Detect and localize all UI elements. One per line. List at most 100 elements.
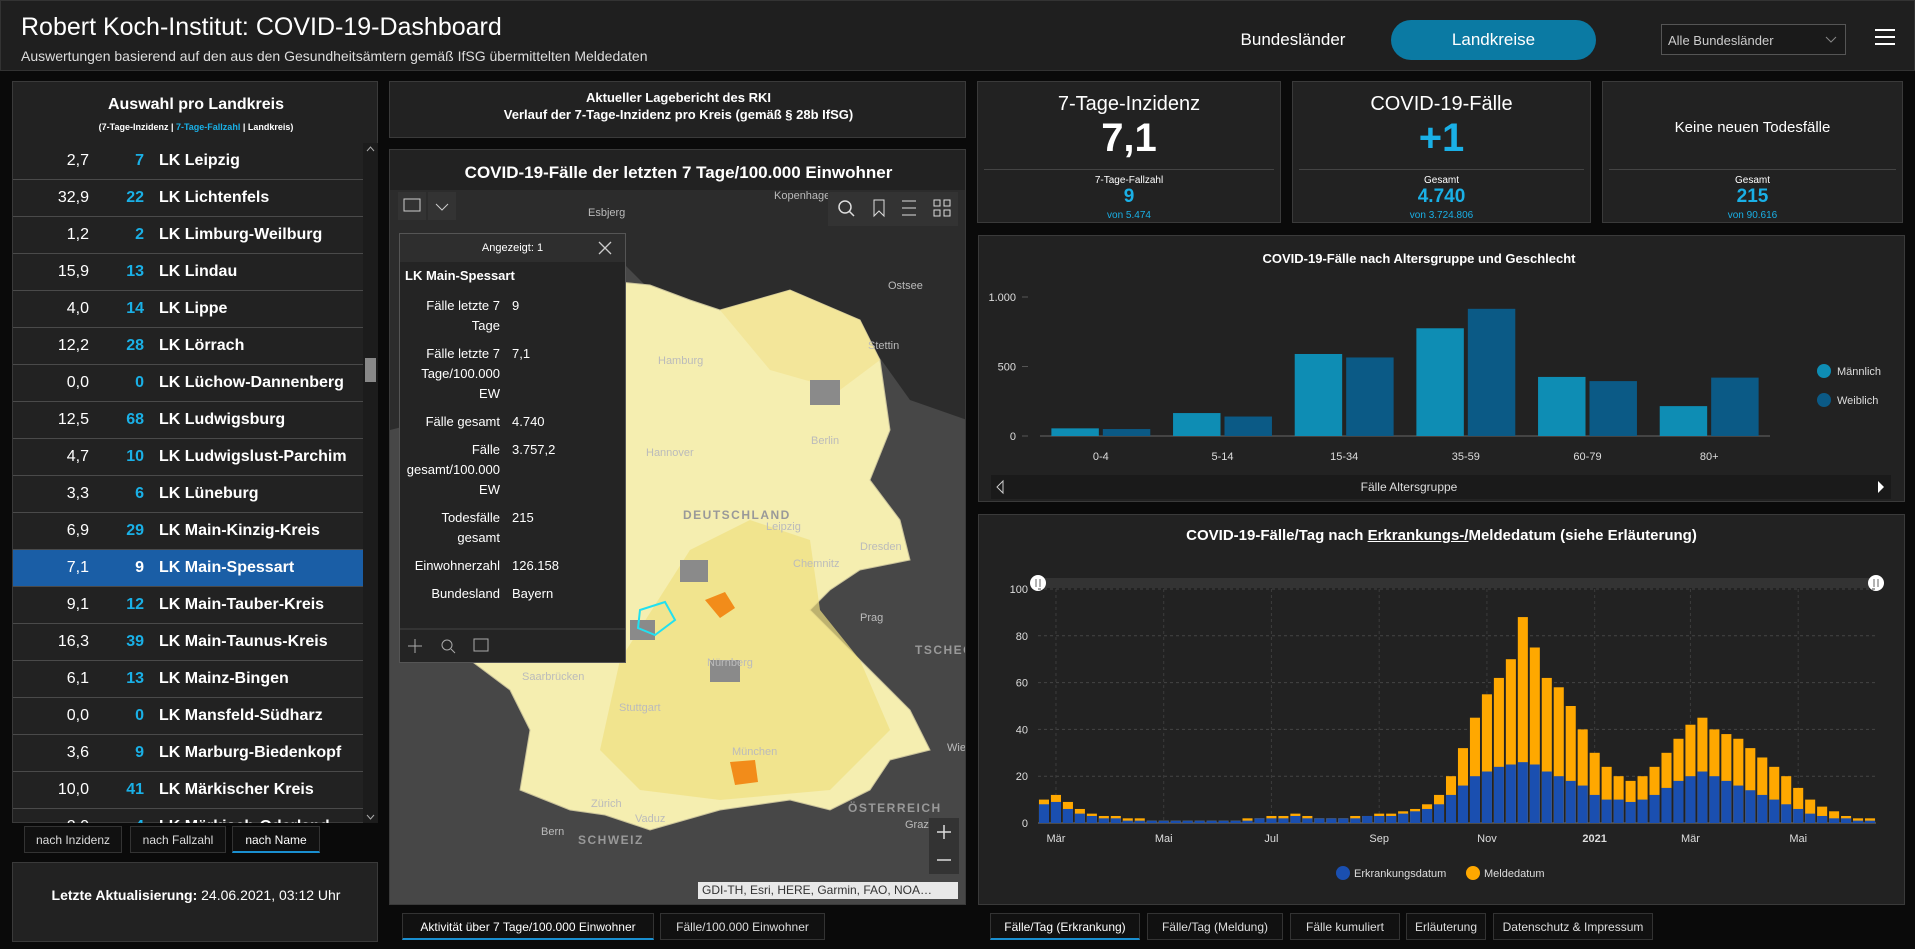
zoom-in[interactable]: [937, 825, 951, 839]
map-label: Berlin: [811, 435, 839, 447]
bar: [1038, 804, 1050, 823]
title-part: Meldedatum (siehe Erläuterung): [1468, 527, 1697, 544]
district-row[interactable]: 7,1 9 LK Main-Spessart: [13, 550, 363, 587]
range-slider[interactable]: [1038, 578, 1876, 588]
bar[interactable]: [1294, 353, 1343, 436]
popup-header: Angezeigt: 1: [400, 234, 625, 262]
bookmark-icon[interactable]: [873, 199, 885, 218]
bar[interactable]: [1538, 376, 1586, 436]
list-icon[interactable]: [902, 200, 916, 216]
legend-label[interactable]: Meldedatum: [1484, 868, 1545, 880]
tab-button[interactable]: nach Name: [232, 826, 320, 853]
district-row[interactable]: 10,0 41 LK Märkischer Kreis: [13, 772, 363, 809]
bar: [1362, 815, 1373, 823]
district-row[interactable]: 32,9 22 LK Lichtenfels: [13, 180, 363, 217]
bar[interactable]: [1711, 377, 1759, 436]
popup-close[interactable]: [598, 241, 612, 255]
bar: [1685, 776, 1696, 823]
dock-icon[interactable]: [473, 638, 489, 652]
district-row[interactable]: 6,9 29 LK Main-Kinzig-Kreis: [13, 513, 363, 550]
nav-button[interactable]: Bundesländer: [1240, 30, 1346, 49]
tab-button[interactable]: nach Inzidenz: [24, 826, 122, 853]
bar[interactable]: [1173, 413, 1221, 436]
zoom-icon[interactable]: [441, 639, 453, 651]
district-row[interactable]: 9,1 12 LK Main-Tauber-Kreis: [13, 587, 363, 624]
card-heading: Keine neuen Todesfälle: [1674, 119, 1831, 136]
district-row[interactable]: 12,5 68 LK Ludwigsburg: [13, 402, 363, 439]
slider-handle[interactable]: [1030, 575, 1046, 591]
district-row[interactable]: 1,2 2 LK Limburg-Weilburg: [13, 217, 363, 254]
tab-button[interactable]: Fälle/Tag (Erkrankung): [990, 913, 1140, 940]
scroll-left[interactable]: [996, 479, 1004, 495]
nav-button-active[interactable]: Landkreise: [1391, 20, 1596, 60]
tab-button[interactable]: Fälle/100.000 Einwohner: [660, 913, 825, 940]
incidence: 1,2: [66, 226, 89, 243]
case-count: 28: [126, 337, 144, 354]
tab-button[interactable]: Erläuterung: [1406, 913, 1486, 940]
district-row[interactable]: 0,0 0 LK Mansfeld-Südharz: [13, 698, 363, 735]
pan-icon[interactable]: [408, 639, 422, 653]
tab-button[interactable]: Aktivität über 7 Tage/100.000 Einwohner: [402, 913, 654, 940]
region-gray: [810, 380, 840, 405]
update-label: Letzte Aktualisierung:: [51, 887, 198, 903]
bar[interactable]: [1102, 429, 1151, 436]
title-part[interactable]: Erkrankungs-/: [1367, 527, 1469, 544]
tab-button[interactable]: Fälle/Tag (Meldung): [1147, 913, 1283, 940]
tab-button[interactable]: Fälle kumuliert: [1290, 913, 1400, 940]
report-box[interactable]: Aktueller Lagebericht des RKI Verlauf de…: [389, 81, 966, 138]
district-row[interactable]: 4,7 10 LK Ludwigslust-Parchim: [13, 439, 363, 476]
dropdown[interactable]: Alle Bundesländer: [1661, 24, 1846, 55]
bar[interactable]: [1224, 416, 1272, 436]
scrollbar[interactable]: [363, 143, 378, 823]
bar[interactable]: [1589, 381, 1637, 436]
case-count: 13: [126, 263, 144, 280]
map-label: Ostsee: [888, 280, 923, 292]
case-count: 13: [126, 670, 144, 687]
tab-button[interactable]: Datenschutz & Impressum: [1493, 913, 1653, 940]
bar: [1050, 801, 1061, 823]
district-row[interactable]: 3,3 6 LK Lüneburg: [13, 476, 363, 513]
bar[interactable]: [1416, 328, 1464, 436]
district-row[interactable]: 12,2 28 LK Lörrach: [13, 328, 363, 365]
tool-button[interactable]: [398, 192, 426, 220]
district-name: LK Märkischer Kreis: [159, 781, 314, 798]
scroll-right[interactable]: [1878, 481, 1884, 493]
legend-label[interactable]: Männlich: [1837, 366, 1881, 378]
district-name: LK Main-Spessart: [159, 559, 295, 576]
slider-handle[interactable]: [1868, 575, 1884, 591]
map-label: Graz: [905, 819, 929, 831]
menu-icon[interactable]: [1875, 28, 1895, 46]
x-axis-title: Fälle Altersgruppe: [1361, 480, 1458, 494]
bar[interactable]: [1051, 428, 1099, 436]
update-text: Letzte Aktualisierung: 24.06.2021, 03:12…: [13, 887, 379, 903]
grid-icon[interactable]: [933, 199, 951, 217]
tab-button[interactable]: nach Fallzahl: [130, 826, 226, 853]
legend-label[interactable]: Erkrankungsdatum: [1354, 868, 1446, 880]
district-row[interactable]: 0,0 0 LK Lüchow-Dannenberg: [13, 365, 363, 402]
y-tick-label: 1.000: [988, 292, 1016, 304]
district-row[interactable]: 15,9 13 LK Lindau: [13, 254, 363, 291]
region-orange: [705, 592, 735, 618]
search-icon[interactable]: [838, 200, 852, 214]
bar[interactable]: [1467, 308, 1516, 436]
district-row[interactable]: 2,0 4 LK Märkisch-Oderland: [13, 809, 363, 823]
field-label: Fälle gesamt/100.000 EW: [406, 442, 500, 497]
slider-grip: [1873, 579, 1879, 587]
card-sub-total: von 5.474: [1107, 210, 1151, 221]
dropdown-arrow: [1825, 36, 1837, 43]
map-label: Vaduz: [635, 813, 665, 825]
bar: [1445, 794, 1457, 823]
district-row[interactable]: 2,7 7 LK Leipzig: [13, 143, 363, 180]
bar[interactable]: [1659, 406, 1708, 436]
map-label: DEUTSCHLAND: [683, 508, 791, 522]
incidence: 0,0: [66, 707, 89, 724]
map-label: Saarbrücken: [522, 671, 584, 683]
legend-label[interactable]: Weiblich: [1837, 395, 1878, 407]
selected-district[interactable]: [636, 600, 677, 637]
district-row[interactable]: 3,6 9 LK Marburg-Biedenkopf: [13, 735, 363, 772]
bar[interactable]: [1346, 357, 1394, 436]
tool-button[interactable]: [428, 192, 456, 220]
district-row[interactable]: 6,1 13 LK Mainz-Bingen: [13, 661, 363, 698]
district-row[interactable]: 4,0 14 LK Lippe: [13, 291, 363, 328]
district-row[interactable]: 16,3 39 LK Main-Taunus-Kreis: [13, 624, 363, 661]
